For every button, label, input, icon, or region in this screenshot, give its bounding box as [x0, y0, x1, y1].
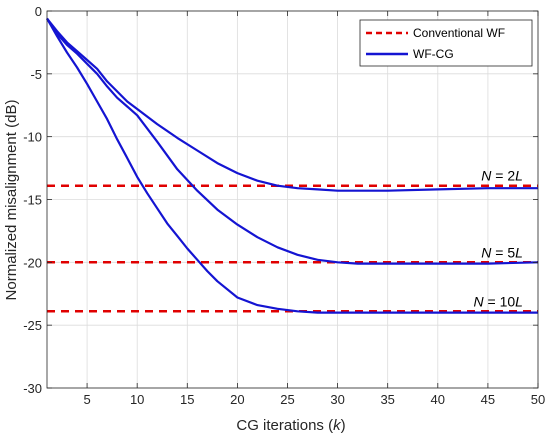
y-tick-label: -10: [23, 130, 42, 145]
y-tick-label: -5: [30, 67, 42, 82]
x-tick-label: 5: [83, 392, 90, 407]
wf-cg-line-1: [46, 17, 538, 192]
x-tick-label: 50: [531, 392, 545, 407]
y-tick-label: -20: [23, 255, 42, 270]
annotation-label-1: N = 2L: [481, 168, 523, 184]
x-tick-label: 35: [380, 392, 394, 407]
legend-label-conventional: Conventional WF: [413, 26, 505, 40]
x-tick-label: 20: [230, 392, 244, 407]
wf-cg-line-2: [46, 17, 539, 265]
x-tick-label: 40: [431, 392, 445, 407]
x-tick-label: 30: [330, 392, 344, 407]
annotation-label-2: N = 5L: [481, 244, 523, 260]
grid: [47, 10, 539, 389]
y-tick-label: -15: [23, 193, 42, 208]
x-tick-label: 45: [481, 392, 495, 407]
y-tick-label: 0: [35, 4, 42, 19]
annotation-label-3: N = 10L: [474, 293, 523, 309]
x-tick-label: 25: [280, 392, 294, 407]
wf-cg-line-3: [46, 17, 538, 314]
x-axis-label: CG iterations (k): [236, 417, 345, 434]
data-lines: [46, 17, 539, 314]
ticks: 5 10 15 20 25 30 35 40 45 50 0 -5 -10 -15 -20 -25 -30: [23, 4, 545, 407]
y-axis-label: Normalized misalignment (dB): [3, 100, 20, 301]
x-tick-label: 10: [130, 392, 144, 407]
annotations: N = 2L N = 5L N = 10L: [474, 168, 523, 310]
y-tick-label: -25: [23, 318, 42, 333]
legend: Conventional WF WF-CG: [359, 19, 533, 67]
y-tick-label: -30: [23, 381, 42, 396]
x-tick-label: 15: [180, 392, 194, 407]
legend-label-wfcg: WF-CG: [413, 47, 454, 61]
legend-box: [359, 19, 533, 67]
